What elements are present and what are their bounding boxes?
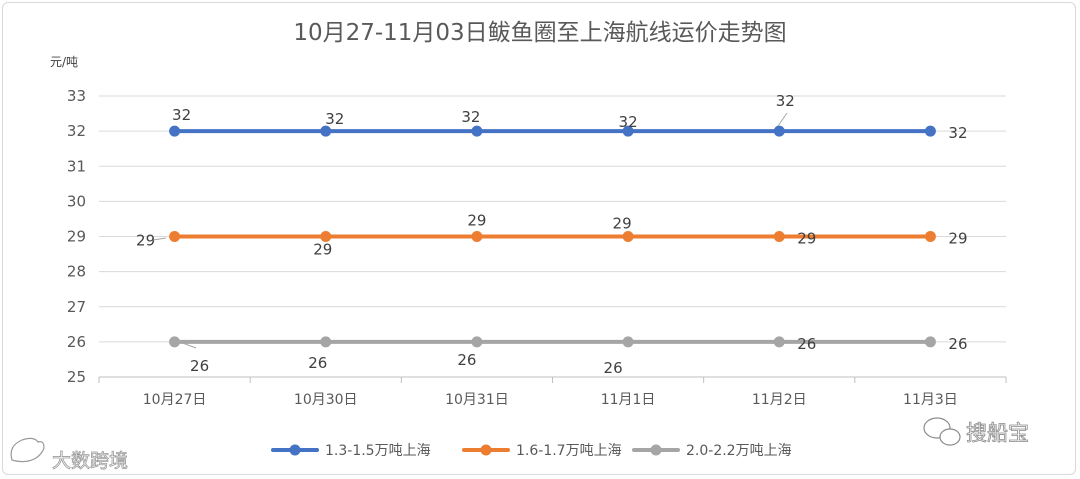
data-label: 32 [172,106,191,124]
label-leader-line [179,341,197,349]
data-point [320,231,332,242]
watermark-right-text: 搜船宝 [966,421,1029,445]
data-point [169,231,181,242]
axes: 25 26 27 28 29 30 31 32 33 10月27日 10月30日 10月31日 11月1… [67,87,1007,408]
data-label: 26 [948,335,967,353]
data-point [773,125,785,137]
y-tick-label: 31 [67,157,86,175]
x-tick-label: 11月2日 [752,392,807,408]
data-label: 32 [948,124,967,142]
data-label: 26 [604,359,623,377]
y-tick-label: 29 [67,228,86,246]
data-label: 26 [308,354,327,372]
data-label: 26 [190,357,209,375]
y-axis-unit: 元/吨 [50,55,78,69]
legend: 1.3-1.5万吨上海 1.6-1.7万吨上海 2.0-2.2万吨上海 [271,443,792,459]
data-point [924,125,936,137]
data-label: 32 [325,110,344,128]
label-leader-line [777,112,788,127]
wechat-logo-icon [923,417,961,446]
data-label: 32 [776,92,795,110]
data-point [622,231,634,242]
series-group [169,125,936,348]
data-point [622,336,634,348]
x-tick-label: 11月3日 [903,392,958,408]
watermark-left: 大数跨境 [10,437,128,472]
data-point [471,336,483,348]
chart-title: 10月27-11月03日鲅鱼圈至上海航线运价走势图 [293,20,786,46]
data-point [773,231,785,242]
legend-swatch-marker [480,444,492,456]
data-point [622,125,634,137]
data-point [924,336,936,348]
legend-label: 2.0-2.2万吨上海 [686,443,792,459]
y-tick-label: 32 [67,122,86,140]
legend-swatch-marker [650,444,662,456]
label-leader-line [152,237,167,241]
legend-label: 1.3-1.5万吨上海 [325,443,431,459]
legend-swatch-marker [289,444,301,456]
data-point [471,125,483,137]
watermark-right: 搜船宝 [923,417,1029,446]
y-tick-label: 33 [67,87,86,105]
data-label: 26 [797,335,816,353]
y-tick-label: 25 [67,368,86,386]
data-label: 29 [136,232,155,250]
data-label: 26 [457,351,476,369]
x-tick-label: 10月31日 [445,392,509,408]
data-point [773,336,785,348]
data-label: 29 [613,215,632,233]
weibo-logo-icon [10,437,45,463]
data-point [471,231,483,242]
x-tick-label: 10月27日 [143,392,207,408]
data-point [169,125,181,137]
y-tick-label: 27 [67,298,86,316]
data-point [169,336,181,348]
data-label: 32 [461,108,480,126]
data-labels: 32 32 32 32 32 32 29 29 29 29 29 29 26 26 26 26 26 26 [136,92,967,377]
data-label: 32 [619,113,638,131]
data-label: 29 [313,241,332,259]
x-tick-label: 11月1日 [601,392,656,408]
data-label: 29 [797,230,816,248]
data-point [320,125,332,137]
x-tick-label: 10月30日 [294,392,358,408]
y-tick-label: 30 [67,192,86,210]
data-label: 29 [467,212,486,230]
data-point [924,231,936,242]
legend-label: 1.6-1.7万吨上海 [516,443,622,459]
data-point [320,336,332,348]
y-tick-label: 28 [67,263,86,281]
y-tick-label: 26 [67,333,86,351]
watermark-left-text: 大数跨境 [52,450,128,472]
data-label: 29 [948,230,967,248]
